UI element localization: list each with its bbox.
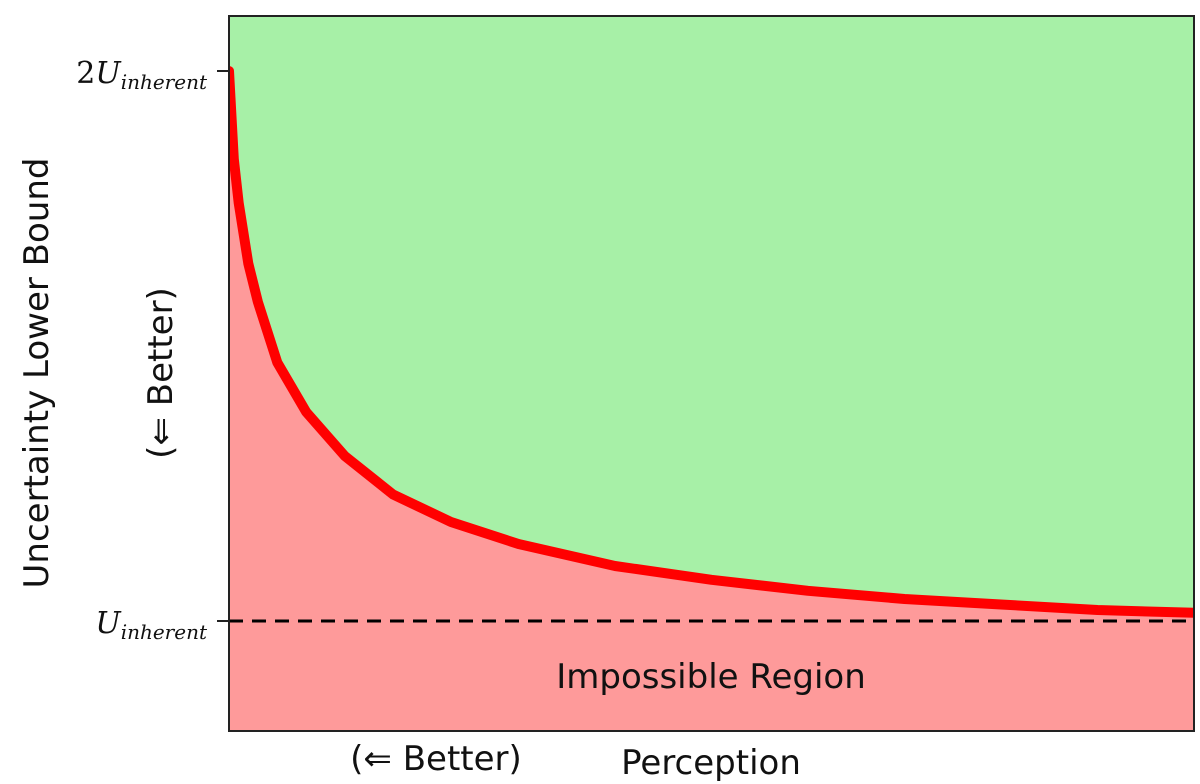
y-axis-label: Uncertainty Lower Bound [17,158,57,589]
impossible-region [229,16,1194,731]
bound-curve [229,66,1194,618]
x-axis-label: Perception [621,743,801,783]
x-axis-better-note: (⇐ Better) [350,739,522,779]
plot-frame [228,15,1195,732]
y-axis-better-note: (⇐ Better) [141,287,181,459]
y-tick-label: Uinherent [95,606,208,644]
y-tick-label: 2Uinherent [76,56,208,94]
impossible-region-label: Impossible Region [556,657,866,697]
